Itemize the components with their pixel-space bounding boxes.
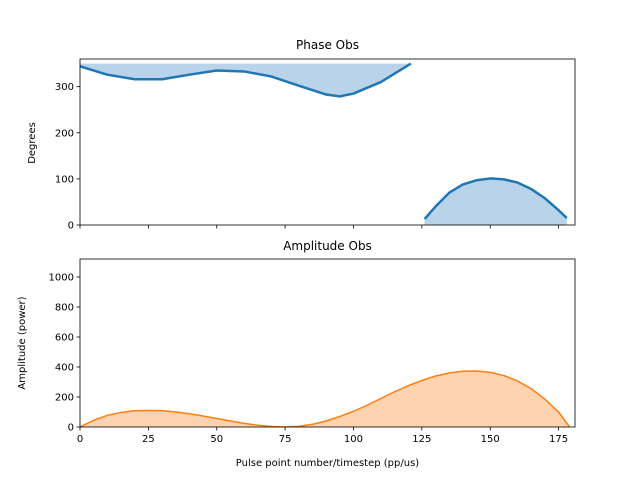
y-tick-label-1-4: 800 (55, 303, 74, 314)
x-tick-label-5: 125 (412, 434, 431, 445)
plot-frame-1 (79, 258, 576, 428)
y-tick-label-0-1: 100 (55, 174, 74, 185)
amplitude-obs-panel: Amplitude Obs Amplitude (power) Pulse po… (17, 239, 576, 469)
y-tick-label-1-3: 600 (55, 333, 74, 344)
amplitude-obs-xlabel: Pulse point number/timestep (pp/us) (236, 458, 420, 469)
series-line-1-0 (80, 370, 571, 427)
x-tick-label-4: 100 (344, 434, 363, 445)
series-fill-1-0 (80, 371, 570, 427)
y-tick-label-1-5: 1000 (49, 273, 74, 284)
series-line-0-0 (80, 62, 412, 98)
phase-obs-panel: Phase Obs Degrees 0 100 200 300 (27, 38, 576, 232)
y-tick-label-0-0: 0 (68, 221, 74, 232)
y-tick-label-0-2: 200 (55, 128, 74, 139)
series-line-0-1 (423, 177, 568, 220)
x-tick-label-1: 25 (142, 434, 155, 445)
x-tick-label-3: 75 (279, 434, 292, 445)
plot-frame-0 (79, 58, 576, 226)
x-tick-label-2: 50 (210, 434, 223, 445)
y-tick-label-1-2: 400 (55, 363, 74, 374)
y-tick-label-1-1: 200 (55, 393, 74, 404)
amplitude-obs-ylabel: Amplitude (power) (17, 296, 28, 389)
series-fill-0-0 (80, 63, 411, 97)
series-fill-0-1 (424, 178, 567, 225)
x-tick-label-0: 0 (77, 434, 83, 445)
x-tick-label-7: 175 (549, 434, 568, 445)
y-tick-label-0-3: 300 (55, 82, 74, 93)
amplitude-obs-title: Amplitude Obs (283, 239, 372, 253)
x-tick-label-6: 150 (481, 434, 500, 445)
y-tick-label-1-0: 0 (68, 423, 74, 434)
phase-obs-ylabel: Degrees (27, 122, 38, 164)
phase-obs-title: Phase Obs (296, 38, 359, 52)
